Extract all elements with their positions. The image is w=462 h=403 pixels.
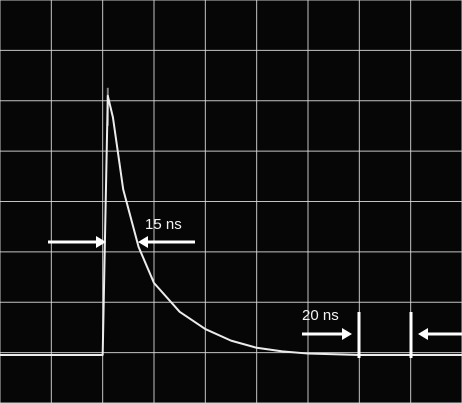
annotation-label-15ns: 15 ns xyxy=(145,216,182,233)
arrow-right-head-2 xyxy=(342,328,352,340)
arrow-right-head xyxy=(96,236,106,248)
arrow-left-head-2 xyxy=(418,328,428,340)
trace-line xyxy=(0,94,462,356)
annotation-15ns: 15 ns xyxy=(48,216,195,248)
arrow-left-head xyxy=(138,236,148,248)
annotation-20ns: 20 ns xyxy=(302,307,462,358)
trace-layer xyxy=(0,87,462,356)
annotation-label-20ns: 20 ns xyxy=(302,307,339,324)
